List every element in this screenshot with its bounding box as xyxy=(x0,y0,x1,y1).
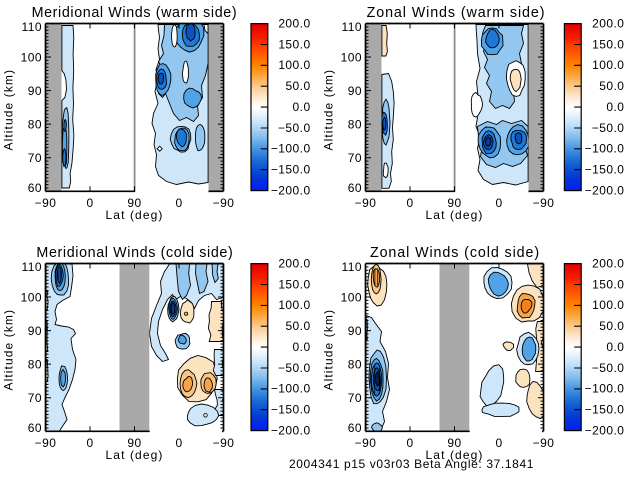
svg-text:100: 100 xyxy=(341,290,362,304)
svg-text:0: 0 xyxy=(175,436,182,450)
svg-text:70: 70 xyxy=(28,391,42,405)
svg-text:−50.0: −50.0 xyxy=(278,361,311,375)
svg-text:90: 90 xyxy=(28,84,42,98)
svg-text:0: 0 xyxy=(495,436,502,450)
svg-text:0.0: 0.0 xyxy=(606,100,624,114)
svg-text:200.0: 200.0 xyxy=(592,256,624,270)
svg-text:80: 80 xyxy=(348,118,362,132)
svg-text:110: 110 xyxy=(22,20,42,34)
svg-text:−100.0: −100.0 xyxy=(271,382,311,396)
svg-text:0.0: 0.0 xyxy=(606,340,624,354)
svg-text:Altitude (km): Altitude (km) xyxy=(2,309,16,391)
svg-text:200.0: 200.0 xyxy=(592,16,624,30)
svg-text:−90: −90 xyxy=(213,196,235,210)
svg-text:80: 80 xyxy=(348,358,362,372)
svg-text:0: 0 xyxy=(86,436,93,450)
svg-text:Zonal Winds (cold side): Zonal Winds (cold side) xyxy=(370,245,540,261)
svg-text:100: 100 xyxy=(21,50,42,64)
svg-text:−90: −90 xyxy=(35,436,57,450)
svg-text:90: 90 xyxy=(447,436,461,450)
svg-text:60: 60 xyxy=(348,421,362,435)
svg-text:80: 80 xyxy=(28,118,42,132)
svg-text:−100.0: −100.0 xyxy=(271,142,311,156)
svg-text:100.0: 100.0 xyxy=(278,298,310,312)
svg-text:Zonal Winds (warm side): Zonal Winds (warm side) xyxy=(367,5,546,21)
svg-text:−90: −90 xyxy=(533,196,555,210)
svg-text:0.0: 0.0 xyxy=(293,100,311,114)
svg-text:0: 0 xyxy=(175,196,182,210)
svg-text:100.0: 100.0 xyxy=(592,298,624,312)
svg-text:−150.0: −150.0 xyxy=(585,163,625,177)
svg-text:Meridional Winds (cold side): Meridional Winds (cold side) xyxy=(36,245,233,261)
svg-text:−90: −90 xyxy=(213,436,235,450)
svg-text:0: 0 xyxy=(406,436,413,450)
svg-text:50.0: 50.0 xyxy=(599,79,624,93)
svg-text:90: 90 xyxy=(348,84,362,98)
svg-text:80: 80 xyxy=(28,358,42,372)
svg-text:90: 90 xyxy=(447,196,461,210)
svg-text:−50.0: −50.0 xyxy=(592,361,625,375)
svg-text:−200.0: −200.0 xyxy=(585,183,625,197)
svg-text:−200.0: −200.0 xyxy=(271,423,311,437)
svg-text:−150.0: −150.0 xyxy=(585,403,625,417)
svg-text:Lat (deg): Lat (deg) xyxy=(106,448,164,462)
svg-text:−100.0: −100.0 xyxy=(585,142,625,156)
svg-text:70: 70 xyxy=(28,151,42,165)
svg-text:50.0: 50.0 xyxy=(599,319,624,333)
svg-text:Lat (deg): Lat (deg) xyxy=(106,208,164,222)
svg-text:Lat (deg): Lat (deg) xyxy=(426,448,484,462)
svg-text:0: 0 xyxy=(406,196,413,210)
svg-text:70: 70 xyxy=(348,391,362,405)
svg-text:−50.0: −50.0 xyxy=(278,121,311,135)
svg-text:0: 0 xyxy=(495,196,502,210)
svg-text:50.0: 50.0 xyxy=(285,319,310,333)
svg-text:110: 110 xyxy=(342,20,362,34)
svg-text:−100.0: −100.0 xyxy=(585,382,625,396)
svg-text:−150.0: −150.0 xyxy=(271,163,311,177)
svg-text:70: 70 xyxy=(348,151,362,165)
svg-text:−200.0: −200.0 xyxy=(271,183,311,197)
svg-text:Altitude (km): Altitude (km) xyxy=(322,309,336,391)
svg-text:−200.0: −200.0 xyxy=(585,423,625,437)
svg-text:200.0: 200.0 xyxy=(278,16,310,30)
svg-text:−90: −90 xyxy=(355,196,377,210)
svg-text:60: 60 xyxy=(28,421,42,435)
svg-text:−90: −90 xyxy=(355,436,377,450)
svg-text:200.0: 200.0 xyxy=(278,256,310,270)
svg-text:−90: −90 xyxy=(533,436,555,450)
svg-text:2004341 p15 v03r03 Beta Angle:: 2004341 p15 v03r03 Beta Angle: 37.1841 xyxy=(289,457,534,471)
svg-text:150.0: 150.0 xyxy=(278,37,310,51)
svg-text:60: 60 xyxy=(348,181,362,195)
svg-text:Lat (deg): Lat (deg) xyxy=(426,208,484,222)
svg-text:−150.0: −150.0 xyxy=(271,403,311,417)
svg-text:−90: −90 xyxy=(35,196,57,210)
svg-text:50.0: 50.0 xyxy=(285,79,310,93)
svg-text:110: 110 xyxy=(342,260,362,274)
svg-text:0.0: 0.0 xyxy=(293,340,311,354)
svg-text:0: 0 xyxy=(86,196,93,210)
svg-text:150.0: 150.0 xyxy=(592,277,624,291)
svg-text:100: 100 xyxy=(341,50,362,64)
svg-text:100.0: 100.0 xyxy=(278,58,310,72)
svg-text:Altitude (km): Altitude (km) xyxy=(322,69,336,151)
svg-text:90: 90 xyxy=(28,324,42,338)
svg-text:100.0: 100.0 xyxy=(592,58,624,72)
svg-text:110: 110 xyxy=(22,260,42,274)
svg-text:Meridional Winds (warm side): Meridional Winds (warm side) xyxy=(32,5,238,21)
svg-text:−50.0: −50.0 xyxy=(592,121,625,135)
svg-text:150.0: 150.0 xyxy=(278,277,310,291)
svg-text:100: 100 xyxy=(21,290,42,304)
svg-text:90: 90 xyxy=(348,324,362,338)
svg-text:90: 90 xyxy=(127,196,141,210)
svg-text:60: 60 xyxy=(28,181,42,195)
svg-text:90: 90 xyxy=(127,436,141,450)
svg-text:Altitude (km): Altitude (km) xyxy=(2,69,16,151)
svg-text:150.0: 150.0 xyxy=(592,37,624,51)
